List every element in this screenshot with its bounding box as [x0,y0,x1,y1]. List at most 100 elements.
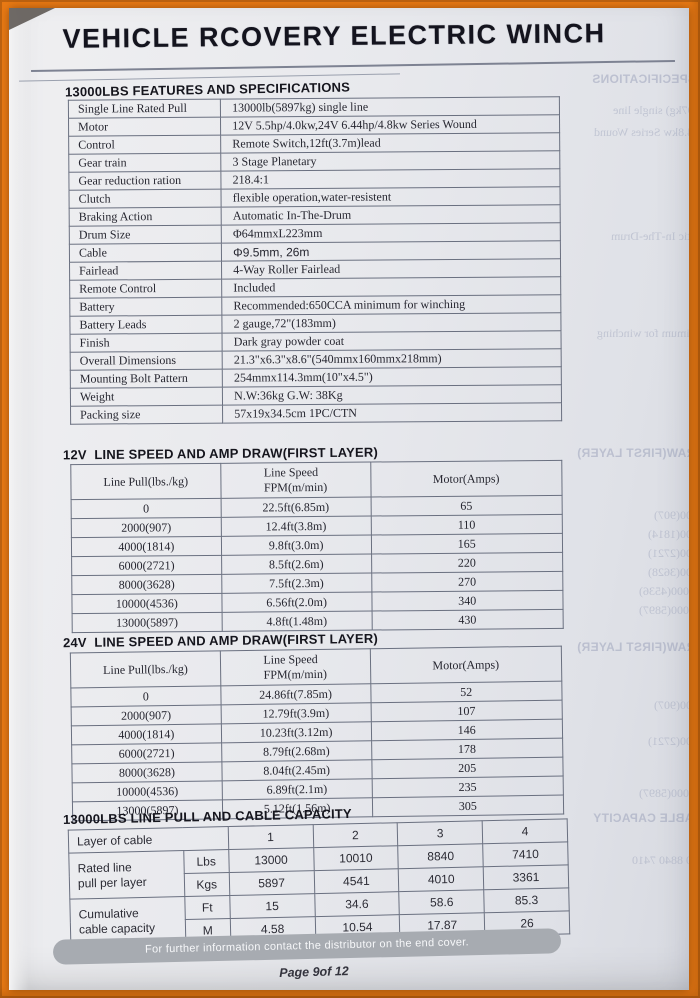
cell-amps: 165 [370,533,563,555]
ghost-text: 6000(2721) [648,546,689,560]
spec-value: N.W:36kg G.W: 38Kg [222,384,562,406]
col-line-speed-label: Line Speed FPM(m/min) [263,464,328,495]
ghost-text: Automatic In-The-Drum [610,229,689,243]
speed-12v-heading: 12V LINE SPEED AND AMP DRAW(FIRST LAYER) [62,444,379,463]
spec-label: Battery Leads [69,315,223,335]
spec-label: Gear reduction ration [68,171,222,191]
capacity-table: Layer of cable 1 2 3 4 Rated line pull p… [68,818,571,946]
cell-pull: 10000(4536) [71,593,222,614]
ghost-text: Recommended:650CCA minimum for winching [597,326,689,340]
col-motor-amps: Motor(Amps) [370,460,563,498]
title-rule [31,59,675,73]
ghost-text: 13000LBS FEATURES AND SPECIFICATIONS [591,72,689,86]
spec-value: 2 gauge,72"(183mm) [222,312,561,334]
cell-value: 3361 [483,864,569,890]
cell-pull: 6000(2721) [71,742,222,764]
cell-speed: 7.5ft(2.3m) [221,573,372,594]
cell-pull: 6000(2721) [71,555,222,576]
ghost-text: 2000(907) [654,698,689,712]
cell-speed: 24.86ft(7.85m) [220,683,371,705]
spec-value: Included [221,276,561,298]
cell-pull: 8000(3628) [71,574,222,595]
cell-speed: 9.8ft(3.0m) [221,535,372,556]
cell-speed: 22.5ft(6.85m) [220,497,371,518]
spec-label: Clutch [69,189,222,209]
col-line-speed: Line Speed FPM(m/min) [220,462,371,499]
ghost-text: 4000(1814) [648,527,689,541]
cell-speed: 6.56ft(2.0m) [221,592,372,613]
cell-amps: 220 [371,552,563,574]
speed-table-24v: Line Pull(lbs./kg) Line Speed FPM(m/min)… [70,646,564,822]
col-line-pull: Line Pull(lbs./kg) [70,650,221,688]
ghost-text: 13000LBS LINE PULL AND CABLE CAPACITY [593,811,689,825]
ghost-text: 10000(4536) [639,584,689,598]
cell-pull: 4000(1814) [71,723,222,745]
page-title: VEHICLE RCOVERY ELECTRIC WINCH [62,18,606,54]
spec-label: Mounting Bolt Pattern [70,369,223,389]
spec-label: Weight [70,387,223,407]
col-line-pull: Line Pull(lbs./kg) [70,463,221,500]
page-edge [9,8,29,990]
cell-pull: 4000(1814) [71,536,222,557]
spec-label: Packing size [70,405,223,425]
spec-value: Φ9.5mm, 26m [221,240,561,262]
spec-value: Remote Switch,12ft(3.7m)lead [220,132,560,154]
spec-label: Single Line Rated Pull [68,99,221,119]
layer-number: 1 [227,824,314,850]
cell-amps: 305 [371,795,564,817]
spec-value: 3 Stage Planetary [220,150,560,172]
spec-value: 218.4:1 [221,168,560,190]
ghost-text: 12V 5.5hp/4.0kw,24V 6.44hp/4.8kw Series … [594,125,689,139]
spec-section-heading: 13000LBS FEATURES AND SPECIFICATIONS [64,79,351,100]
ghost-text: 8000(3628) [648,565,689,579]
cell-value: 13000 [228,847,314,873]
ghost-text: 2000(907) [654,508,689,522]
cell-pull: 8000(3628) [71,761,222,783]
cell-value: 4010 [398,866,484,892]
cell-amps: 110 [370,514,563,536]
spec-value: Recommended:650CCA minimum for winching [221,294,561,316]
cell-speed: 10.23ft(3.12m) [221,721,372,743]
cell-value: 34.6 [314,891,400,917]
col-motor-amps: Motor(Amps) [369,646,562,684]
cell-value: 15 [229,893,315,919]
cell-amps: 430 [371,609,564,631]
layer-number: 4 [482,818,568,844]
cell-amps: 340 [371,590,564,612]
table-header-row: Line Pull(lbs./kg) Line Speed FPM(m/min)… [70,460,563,500]
cell-speed: 8.79ft(2.68m) [221,740,372,762]
ghost-text: 13000lb(5897kg) single line [613,103,689,117]
cell-pull: 2000(907) [71,704,222,726]
spec-label: Overall Dimensions [70,351,223,371]
layer-number: 2 [312,822,399,848]
rated-line-pull-label: Rated line pull per layer [68,850,185,900]
spec-label: Braking Action [69,207,222,227]
table-row: Packing size 57x19x34.5cm 1PC/CTN [70,402,562,425]
spec-value: Automatic In-The-Drum [221,204,561,226]
cell-speed: 8.5ft(2.6m) [221,554,372,575]
spec-value: 13000lb(5897kg) single line [220,96,560,118]
ghost-text: 6000(2721) [648,734,689,748]
spec-value: 4-Way Roller Fairlead [221,258,561,280]
cell-pull: 10000(4536) [72,780,223,802]
cell-value: 8840 [398,843,484,869]
spec-label: Drum Size [69,225,222,245]
spec-label: Control [68,135,221,155]
unit-label: Lbs [183,849,229,874]
spec-label: Finish [70,333,223,353]
col-line-speed: Line Speed FPM(m/min) [220,648,371,686]
spec-value: 12V 5.5hp/4.0kw,24V 6.44hp/4.8kw Series … [220,114,560,136]
cell-amps: 65 [370,495,563,517]
document-page: 13000LBS FEATURES AND SPECIFICATIONS 130… [9,8,689,990]
cell-value: 10010 [313,845,399,871]
cell-amps: 270 [371,571,563,593]
spec-value: 57x19x34.5cm 1PC/CTN [222,402,562,424]
layer-number: 3 [397,820,483,846]
speed-24v-heading: 24V LINE SPEED AND AMP DRAW(FIRST LAYER) [62,630,379,651]
cell-pull: 13000(5897) [72,612,222,633]
unit-label: Kgs [184,872,230,897]
cell-pull: 0 [70,685,221,707]
cell-speed: 4.8ft(1.48m) [221,611,372,632]
spec-label: Gear train [68,153,222,173]
